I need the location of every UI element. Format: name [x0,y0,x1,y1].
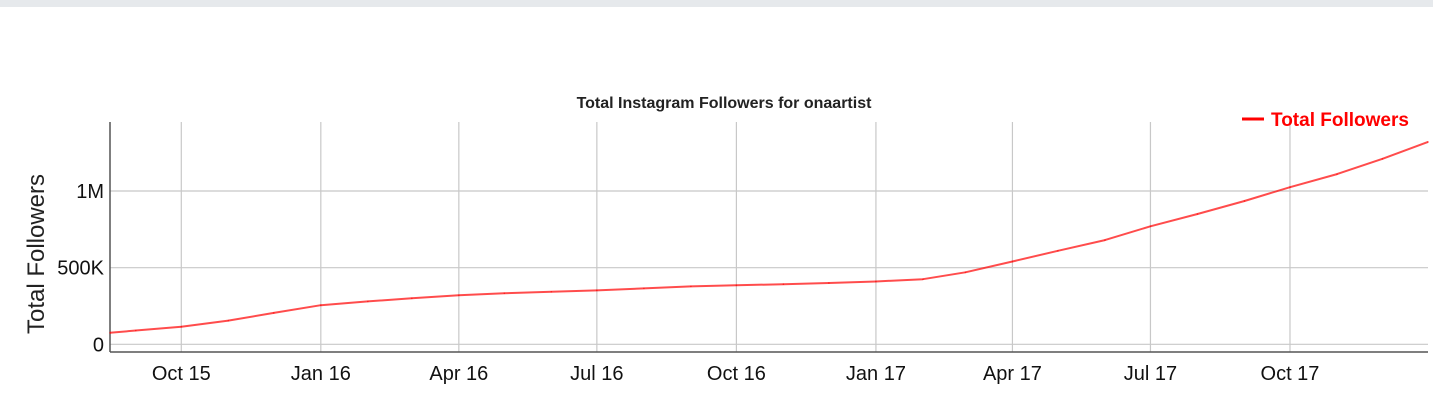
data-point [411,297,413,300]
data-point [458,294,460,297]
grid [110,122,1428,352]
data-point [1427,141,1429,143]
data-point [1057,250,1059,252]
data-point [367,300,369,303]
data-point [1381,158,1384,160]
data-point [1149,225,1152,228]
series-layer [109,140,1429,334]
y-tick-label: 500K [57,258,104,280]
data-point [1243,200,1246,202]
chart-title: Total Instagram Followers for onaartist [577,95,873,112]
x-tick-label: Jul 16 [570,363,623,385]
data-point [1196,213,1199,215]
data-point [735,284,738,287]
x-tick-labels: Oct 15 Jan 16 Apr 16 Jul 16 Oct 16 Jan 17 Apr … [152,363,1320,385]
y-tick-label: 0 [93,334,104,356]
data-point [922,278,924,280]
axes [109,122,1428,353]
y-tick-labels: 0 500K 1M [57,181,104,356]
y-tick-label: 1M [76,181,104,203]
data-point [227,319,230,322]
data-point [273,312,275,314]
data-point [134,329,137,332]
data-point [180,325,183,328]
data-point [643,287,645,290]
legend: Total Followers [1242,110,1409,131]
data-point [690,285,692,288]
data-point [503,292,506,295]
x-tick-label: Jan 16 [291,363,351,385]
data-point [1104,239,1106,241]
data-point [782,283,785,286]
legend-label: Total Followers [1271,110,1409,131]
data-point [596,289,598,292]
data-point [1011,260,1014,263]
series-line-total-followers [109,140,1429,334]
data-point [1336,173,1338,175]
data-point [964,271,967,274]
x-tick-label: Jan 17 [846,363,906,385]
data-point [828,282,830,284]
y-axis-label: Total Followers [23,174,50,334]
top-bar [0,0,1433,7]
data-point [109,332,111,334]
data-point [550,290,553,293]
data-point [320,304,322,307]
data-point [875,280,877,283]
x-tick-label: Oct 15 [152,363,211,385]
x-tick-label: Oct 17 [1261,363,1320,385]
x-tick-label: Oct 16 [707,363,766,385]
x-tick-label: Apr 16 [429,363,488,385]
data-point [1289,186,1291,188]
x-tick-label: Apr 17 [983,363,1042,385]
x-tick-label: Jul 17 [1124,363,1177,385]
